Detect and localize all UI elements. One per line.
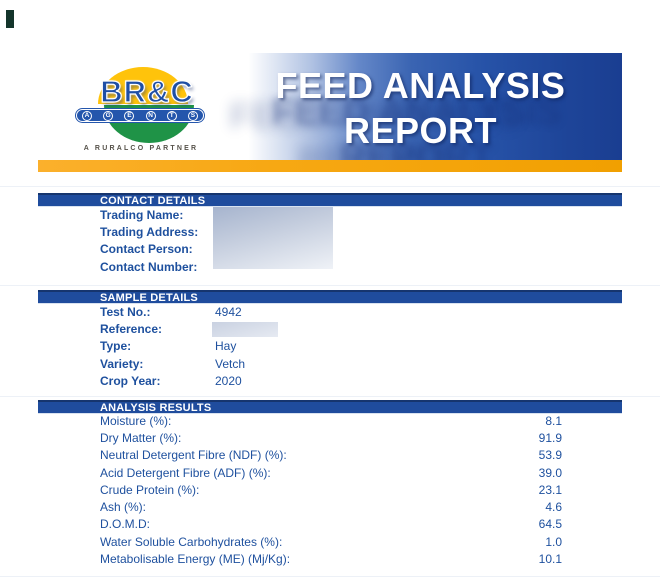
field-row: Trading Name:	[38, 206, 622, 223]
analyte-value: 91.9	[538, 430, 562, 445]
field-row: Crop Year: 2020	[38, 372, 622, 389]
field-value: Hay	[215, 339, 237, 354]
agents-letter: A	[82, 110, 92, 121]
field-row: Variety: Vetch	[38, 355, 622, 372]
table-row: Ash (%): 4.6	[38, 498, 622, 515]
logo-agents-bar: A G E N T S	[76, 109, 204, 122]
sample-details-header-bar: SAMPLE DETAILS	[38, 290, 622, 304]
scan-faint-line	[0, 186, 660, 187]
agents-letter: G	[103, 110, 114, 121]
table-row: D.O.M.D: 64.5	[38, 516, 622, 533]
analyte-value: 53.9	[538, 448, 562, 463]
table-row: Moisture (%): 8.1	[38, 412, 622, 429]
field-label: Trading Name:	[100, 207, 184, 222]
analyte-label: Ash (%):	[100, 500, 147, 515]
report-title-line-2: REPORT	[343, 110, 497, 151]
field-row: Contact Number:	[38, 258, 622, 275]
analysis-results-header-bar: ANALYSIS RESULTS	[38, 400, 622, 414]
field-label: Crop Year:	[100, 373, 161, 388]
scan-faint-line	[0, 576, 660, 577]
scan-faint-line	[0, 396, 660, 397]
analyte-label: Metabolisable Energy (ME) (Mj/Kg):	[100, 552, 291, 567]
analyte-value: 39.0	[538, 465, 562, 480]
banner-gold-strip	[38, 160, 622, 172]
agents-letter: T	[166, 110, 177, 121]
report-banner: A G E N T S BR&C A RURALCO PARTNER FEED …	[38, 53, 622, 160]
analyte-label: Dry Matter (%):	[100, 430, 182, 445]
contact-redaction-box	[213, 207, 333, 269]
analyte-value: 23.1	[538, 482, 562, 497]
field-row: Reference:	[38, 320, 622, 337]
analyte-label: Acid Detergent Fibre (ADF) (%):	[100, 465, 271, 480]
field-value: 4942	[215, 304, 242, 319]
contact-details-heading: CONTACT DETAILS	[100, 194, 206, 207]
agents-letter: S	[187, 110, 198, 121]
contact-details-header-bar: CONTACT DETAILS	[38, 193, 622, 207]
analyte-value: 4.6	[545, 500, 562, 515]
field-label: Trading Address:	[100, 224, 199, 239]
analyte-label: Crude Protein (%):	[100, 482, 200, 497]
analyte-label: Neutral Detergent Fibre (NDF) (%):	[100, 448, 287, 463]
contact-details-fields: Trading Name: Trading Address: Contact P…	[38, 206, 622, 275]
analyte-label: D.O.M.D:	[100, 517, 150, 532]
scan-artifact-mark	[6, 10, 14, 28]
field-value: 2020	[215, 373, 242, 388]
analyte-value: 10.1	[538, 552, 562, 567]
report-title: FEED ANALYSIS REPORT	[223, 63, 618, 153]
table-row: Acid Detergent Fibre (ADF) (%): 39.0	[38, 464, 622, 481]
field-label: Contact Number:	[100, 259, 198, 274]
analyte-label: Water Soluble Carbohydrates (%):	[100, 534, 283, 549]
logo-brand-text: BR&C	[100, 74, 194, 109]
report-title-line-1: FEED ANALYSIS	[275, 65, 566, 106]
table-row: Water Soluble Carbohydrates (%): 1.0	[38, 533, 622, 550]
logo-partner-text: A RURALCO PARTNER	[83, 145, 199, 152]
sample-details-heading: SAMPLE DETAILS	[100, 291, 198, 304]
table-row: Crude Protein (%): 23.1	[38, 481, 622, 498]
table-row: Metabolisable Energy (ME) (Mj/Kg): 10.1	[38, 550, 622, 567]
analyte-value: 1.0	[545, 534, 562, 549]
field-label: Test No.:	[100, 304, 151, 319]
reference-redaction-box	[212, 322, 278, 337]
field-value: Vetch	[215, 356, 246, 371]
scan-faint-line	[0, 285, 660, 286]
field-row: Type: Hay	[38, 338, 622, 355]
agents-letter: E	[124, 110, 135, 121]
field-row: Contact Person:	[38, 241, 622, 258]
sample-details-fields: Test No.: 4942 Reference: Type: Hay Vari…	[38, 303, 622, 389]
field-label: Type:	[100, 339, 132, 354]
agents-letter: N	[145, 110, 156, 121]
analysis-results-table: Moisture (%): 8.1 Dry Matter (%): 91.9 N…	[38, 412, 622, 568]
analyte-value: 8.1	[545, 413, 562, 428]
brc-logo: A G E N T S BR&C A RURALCO PARTNER	[42, 58, 242, 158]
table-row: Dry Matter (%): 91.9	[38, 429, 622, 446]
field-label: Variety:	[100, 356, 144, 371]
field-row: Trading Address:	[38, 223, 622, 240]
field-row: Test No.: 4942	[38, 303, 622, 320]
analysis-results-heading: ANALYSIS RESULTS	[100, 401, 212, 414]
field-label: Reference:	[100, 321, 163, 336]
analyte-label: Moisture (%):	[100, 413, 172, 428]
field-label: Contact Person:	[100, 242, 193, 257]
analyte-value: 64.5	[538, 517, 562, 532]
table-row: Neutral Detergent Fibre (NDF) (%): 53.9	[38, 447, 622, 464]
